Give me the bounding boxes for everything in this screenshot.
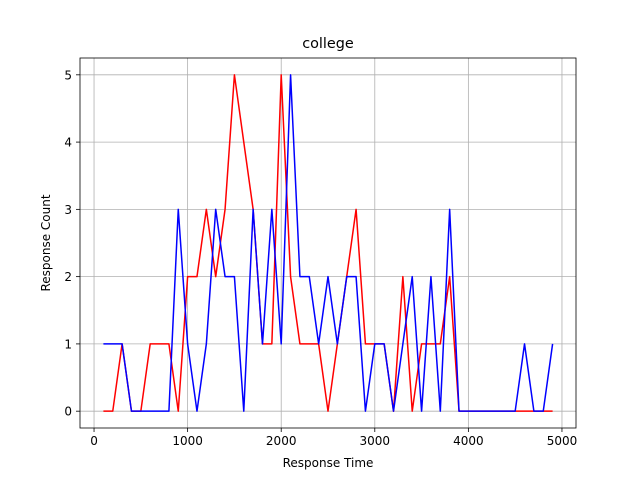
x-tick-label: 4000 — [453, 434, 484, 448]
plot-frame — [79, 57, 577, 429]
x-axis-label: Response Time — [283, 456, 374, 470]
x-tick-label: 2000 — [266, 434, 297, 448]
y-tick-label: 5 — [64, 68, 72, 82]
x-tick-label: 5000 — [547, 434, 578, 448]
y-tick-label: 2 — [64, 270, 72, 284]
plot-area — [80, 58, 576, 428]
y-tick-label: 4 — [64, 136, 72, 150]
y-tick-label: 0 — [64, 405, 72, 419]
y-tick-label: 3 — [64, 203, 72, 217]
series-lines — [103, 74, 554, 412]
x-tick-label: 0 — [90, 434, 98, 448]
x-tick-label: 1000 — [172, 434, 203, 448]
chart-title: college — [302, 36, 354, 52]
x-tick-label: 3000 — [360, 434, 391, 448]
axis-ticks: 0 1000 2000 3000 4000 5000 0 1 2 3 4 5 — [64, 68, 577, 448]
y-axis-label: Response Count — [39, 194, 53, 291]
y-tick-label: 1 — [64, 337, 72, 351]
blue-series-line — [103, 74, 554, 412]
